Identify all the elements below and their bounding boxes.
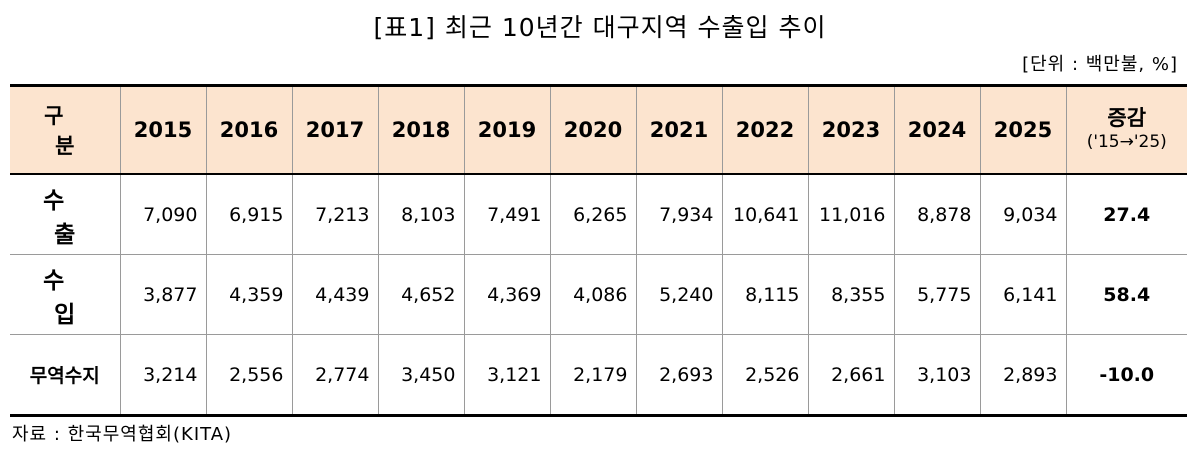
unit-note: [단위 : 백만불, %] <box>1022 54 1178 75</box>
table-cell: 5,775 <box>893 254 981 335</box>
table-cell: 8,115 <box>721 254 809 335</box>
change-cell: 27.4 <box>1065 173 1187 255</box>
table-title: [표1] 최근 10년간 대구지역 수출입 추이 <box>373 13 827 42</box>
table-cell: 7,213 <box>291 173 379 255</box>
table-cell: 2,661 <box>807 334 895 416</box>
table-row-balance: 무역수지 3,214 2,556 2,774 3,450 3,121 2,179… <box>10 334 1187 416</box>
table-cell: 9,034 <box>979 173 1067 255</box>
table-cell: 2,693 <box>635 334 723 416</box>
table-cell: 3,103 <box>893 334 981 416</box>
table-row-export: 수 출 7,090 6,915 7,213 8,103 7,491 6,265 … <box>10 173 1187 255</box>
header-row: 구 분 2015 2016 2017 2018 2019 2020 2021 2… <box>10 85 1187 175</box>
change-cell: -10.0 <box>1065 334 1187 416</box>
table-cell: 3,121 <box>463 334 551 416</box>
table-cell: 3,214 <box>119 334 207 416</box>
row-label: 수 출 <box>10 173 121 255</box>
table-cell: 6,915 <box>205 173 293 255</box>
table-cell: 2,179 <box>549 334 637 416</box>
change-cell: 58.4 <box>1065 254 1187 335</box>
table-cell: 11,016 <box>807 173 895 255</box>
table-cell: 4,439 <box>291 254 379 335</box>
header-year: 2016 <box>205 85 293 175</box>
table-cell: 3,877 <box>119 254 207 335</box>
table-cell: 2,526 <box>721 334 809 416</box>
source-note: 자료 : 한국무역협회(KITA) <box>12 424 233 445</box>
table-cell: 2,774 <box>291 334 379 416</box>
table-cell: 6,265 <box>549 173 637 255</box>
table-cell: 8,355 <box>807 254 895 335</box>
table-cell: 4,359 <box>205 254 293 335</box>
trade-table: 구 분 2015 2016 2017 2018 2019 2020 2021 2… <box>10 84 1187 417</box>
table-cell: 7,090 <box>119 173 207 255</box>
table-cell: 2,893 <box>979 334 1067 416</box>
table-cell: 8,878 <box>893 173 981 255</box>
table-row-import: 수 입 3,877 4,359 4,439 4,652 4,369 4,086 … <box>10 254 1187 335</box>
header-category: 구 분 <box>10 85 121 175</box>
row-label: 무역수지 <box>10 334 121 416</box>
table-cell: 4,369 <box>463 254 551 335</box>
header-year: 2017 <box>291 85 379 175</box>
header-year: 2024 <box>893 85 981 175</box>
table-cell: 6,141 <box>979 254 1067 335</box>
header-year: 2025 <box>979 85 1067 175</box>
table-cell: 4,086 <box>549 254 637 335</box>
header-change-label: 증감 <box>1107 106 1147 130</box>
header-year: 2021 <box>635 85 723 175</box>
header-year: 2019 <box>463 85 551 175</box>
header-year: 2020 <box>549 85 637 175</box>
header-year: 2018 <box>377 85 465 175</box>
table-cell: 5,240 <box>635 254 723 335</box>
row-label: 수 입 <box>10 254 121 335</box>
table-cell: 3,450 <box>377 334 465 416</box>
header-year: 2015 <box>119 85 207 175</box>
table-cell: 8,103 <box>377 173 465 255</box>
table-cell: 2,556 <box>205 334 293 416</box>
table-cell: 4,652 <box>377 254 465 335</box>
header-year: 2022 <box>721 85 809 175</box>
header-change-period: ('15→'25) <box>1086 132 1167 152</box>
table-cell: 10,641 <box>721 173 809 255</box>
header-year: 2023 <box>807 85 895 175</box>
table-cell: 7,491 <box>463 173 551 255</box>
header-change: 증감 ('15→'25) <box>1065 85 1187 175</box>
table-cell: 7,934 <box>635 173 723 255</box>
